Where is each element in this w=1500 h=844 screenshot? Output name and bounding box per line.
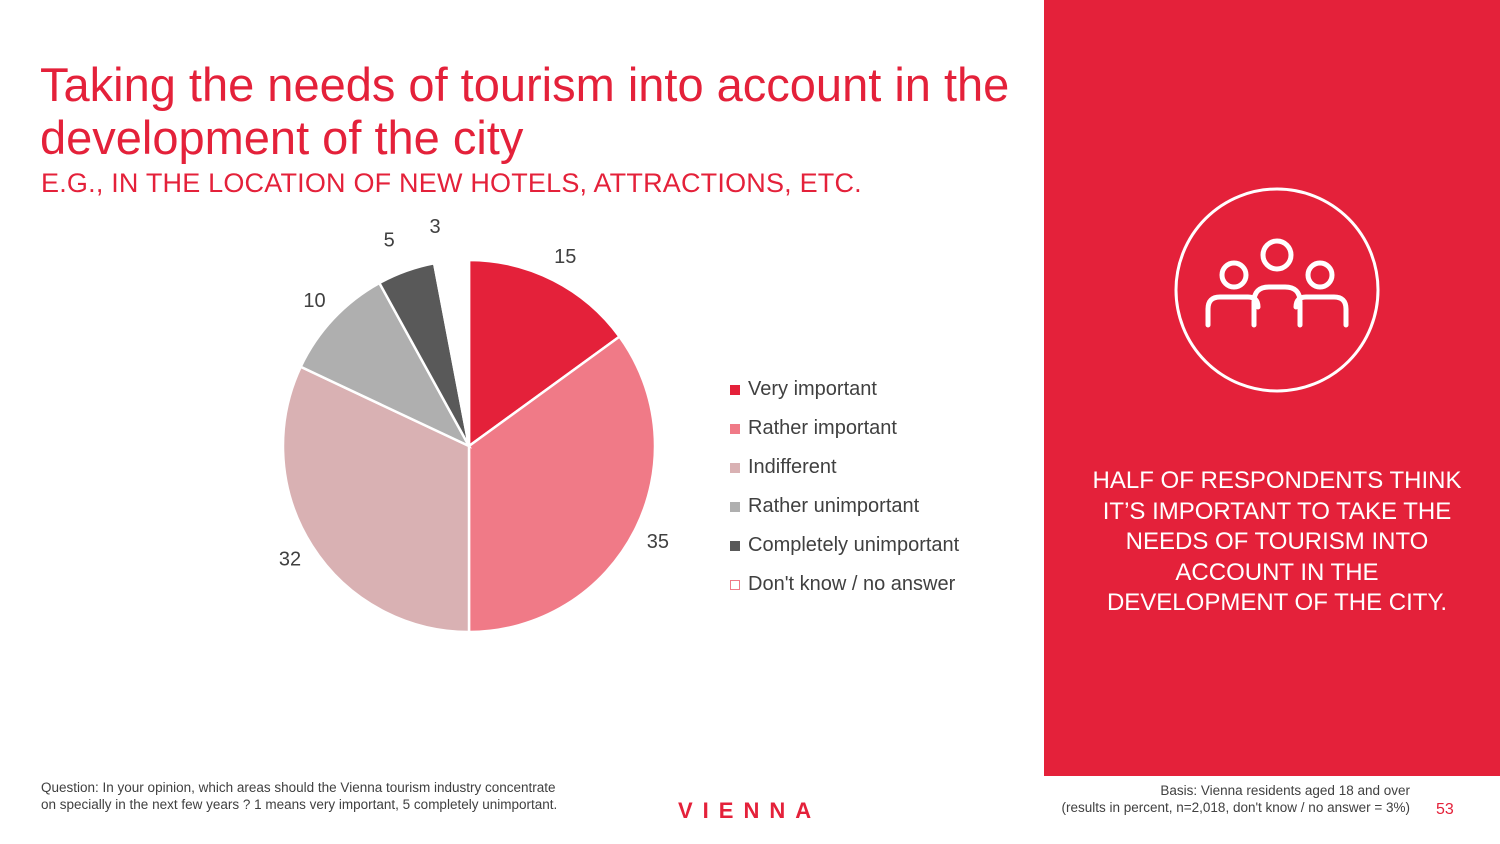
- chart-legend: Very important Rather important Indiffer…: [730, 370, 959, 604]
- legend-item: Don't know / no answer: [730, 565, 959, 604]
- legend-label: Rather important: [748, 417, 897, 439]
- data-label: 15: [554, 246, 576, 268]
- legend-item: Rather important: [730, 409, 959, 448]
- question-footnote: Question: In your opinion, which areas s…: [41, 780, 558, 812]
- legend-label: Rather unimportant: [748, 495, 920, 517]
- highlight-panel: HALF OF RESPONDENTS THINK IT’S IMPORTANT…: [1044, 0, 1500, 776]
- legend-swatch: [730, 384, 740, 395]
- legend-swatch: [730, 423, 740, 434]
- legend-item: Rather unimportant: [730, 487, 959, 526]
- data-label: 5: [384, 230, 395, 252]
- legend-swatch: [730, 540, 740, 551]
- slide-subtitle: E.G., IN THE LOCATION OF NEW HOTELS, ATT…: [41, 168, 862, 198]
- vienna-logo: VIENNA: [678, 798, 822, 823]
- data-label: 32: [279, 549, 301, 571]
- page-number: 53: [1436, 801, 1454, 818]
- slide-title: Taking the needs of tourism into account…: [40, 58, 1010, 164]
- legend-item: Indifferent: [730, 448, 959, 487]
- pie-chart: 15 35 32 10 5 3: [279, 216, 669, 634]
- pie-slice: [299, 281, 472, 449]
- data-label: 3: [429, 216, 440, 238]
- data-label: 10: [303, 290, 325, 312]
- pie-slice: [432, 258, 471, 447]
- legend-swatch: [730, 579, 740, 590]
- pie-slice: [281, 365, 471, 634]
- legend-swatch: [730, 462, 740, 473]
- legend-item: Completely unimportant: [730, 526, 959, 565]
- people-group-icon: [1174, 187, 1380, 393]
- data-label: 35: [647, 531, 669, 553]
- legend-label: Very important: [748, 378, 877, 400]
- legend-label: Completely unimportant: [748, 534, 960, 556]
- basis-footnote: Basis: Vienna residents aged 18 and over…: [1010, 782, 1410, 816]
- basis-line-2: (results in percent, n=2,018, don't know…: [1061, 800, 1410, 815]
- legend-label: Don't know / no answer: [748, 573, 956, 595]
- legend-item: Very important: [730, 370, 959, 409]
- legend-swatch: [730, 501, 740, 512]
- legend-label: Indifferent: [748, 456, 837, 478]
- basis-line-1: Basis: Vienna residents aged 18 and over: [1160, 783, 1410, 798]
- pie-slice: [467, 258, 622, 449]
- panel-message: HALF OF RESPONDENTS THINK IT’S IMPORTANT…: [1092, 467, 1462, 616]
- pie-slice: [467, 334, 657, 634]
